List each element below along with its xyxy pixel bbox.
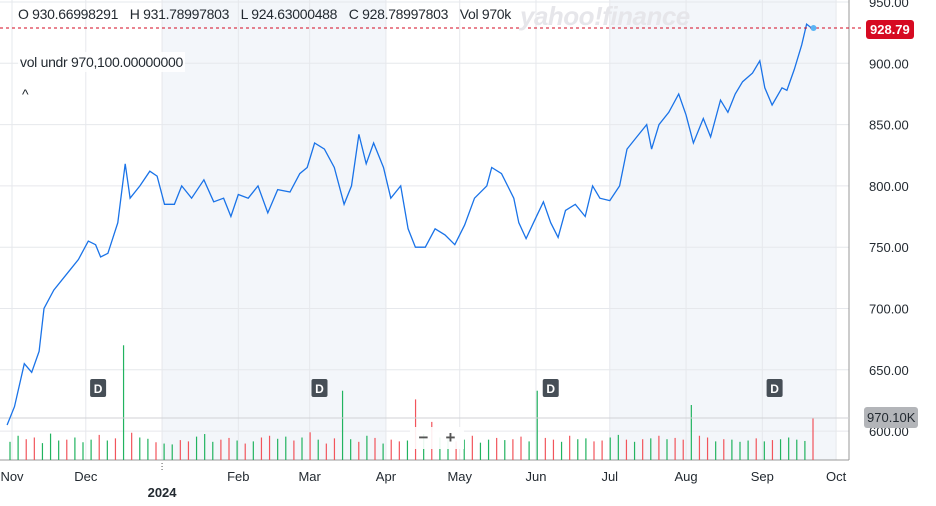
shaded-period-band bbox=[609, 0, 837, 460]
close-value: C 928.78997803 bbox=[348, 6, 449, 22]
dividend-marker-label: D bbox=[546, 382, 555, 396]
x-tick-label: Dec bbox=[74, 469, 98, 484]
x-tick-label: Feb bbox=[227, 469, 249, 484]
x-tick-label: May bbox=[447, 469, 472, 484]
collapse-caret-icon[interactable]: ^ bbox=[22, 86, 29, 102]
x-tick-label: Nov bbox=[0, 469, 24, 484]
dividend-marker-label: D bbox=[315, 382, 324, 396]
x-tick-label: 2024 bbox=[148, 485, 178, 500]
zoom-controls: − + bbox=[410, 427, 464, 449]
price-line bbox=[6, 22, 812, 426]
x-tick-label: Oct bbox=[826, 469, 847, 484]
shaded-period-band bbox=[162, 0, 386, 460]
y-tick-label: 700.00 bbox=[869, 302, 909, 317]
x-tick-label: Mar bbox=[298, 469, 321, 484]
y-tick-label: 900.00 bbox=[869, 56, 909, 71]
x-tick-label: Apr bbox=[376, 469, 397, 484]
x-tick-label: Sep bbox=[751, 469, 774, 484]
dividend-marker-box bbox=[766, 379, 783, 397]
volume-value: Vol 970k bbox=[459, 6, 512, 22]
dividend-marker-box bbox=[311, 379, 328, 397]
high-value: H 931.78997803 bbox=[129, 6, 230, 22]
dividend-marker[interactable]: D bbox=[311, 379, 328, 397]
x-tick-label: Aug bbox=[674, 469, 697, 484]
y-tick-label: 800.00 bbox=[869, 179, 909, 194]
current-volume-tag: 970.10K bbox=[864, 407, 919, 428]
zoom-out-button[interactable]: − bbox=[418, 428, 429, 447]
dividend-marker-label: D bbox=[770, 382, 779, 396]
last-price-dot bbox=[810, 25, 817, 32]
x-tick-label: Jul bbox=[601, 469, 618, 484]
dividend-marker-box bbox=[90, 379, 107, 397]
vol-undr-readout: vol undr 970,100.00000000 bbox=[18, 52, 185, 72]
x-tick-label: Jun bbox=[525, 469, 546, 484]
y-tick-label: 850.00 bbox=[869, 118, 909, 133]
dividend-marker[interactable]: D bbox=[542, 379, 559, 397]
ohlc-readout: O 930.66998291 H 931.78997803 L 924.6300… bbox=[18, 6, 519, 22]
current-price-tag: 928.79 bbox=[866, 20, 914, 39]
low-value: L 924.63000488 bbox=[240, 6, 338, 22]
yahoo-finance-logo: yahoo!finance bbox=[520, 1, 690, 31]
open-value: O 930.66998291 bbox=[18, 6, 119, 22]
dividend-marker-box bbox=[542, 379, 559, 397]
dividend-marker-label: D bbox=[94, 382, 103, 396]
y-tick-label: 950.00 bbox=[869, 0, 909, 10]
dividend-marker[interactable]: D bbox=[766, 379, 783, 397]
zoom-in-button[interactable]: + bbox=[445, 428, 456, 447]
y-tick-label: 750.00 bbox=[869, 240, 909, 255]
y-tick-label: 650.00 bbox=[869, 363, 909, 378]
dividend-marker[interactable]: D bbox=[90, 379, 107, 397]
